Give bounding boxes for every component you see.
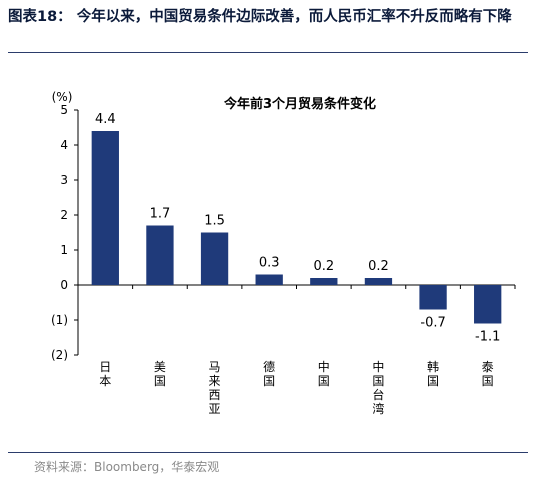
bar — [310, 278, 338, 285]
source-note: 资料来源：Bloomberg，华泰宏观 — [34, 460, 220, 474]
bar — [91, 131, 119, 285]
data-label: 4.4 — [95, 112, 116, 127]
y-tick-label: 1 — [60, 243, 68, 257]
bar — [474, 285, 502, 324]
data-label: 0.2 — [313, 259, 334, 274]
data-label: -0.7 — [420, 316, 445, 331]
bar — [200, 232, 229, 285]
x-tick-label: 韩国 — [427, 359, 439, 388]
title-divider — [8, 52, 528, 53]
y-tick-label: 3 — [60, 173, 68, 187]
bar — [255, 274, 283, 285]
y-tick-label: 0 — [60, 278, 68, 292]
bar-chart: 5 4 3 2 1 0 (1) (2) 4.4 日本 1.7 美国 1.5 马来西亚 0.3 德国 0.2 中国… — [51, 90, 516, 416]
x-tick-label: 日本 — [99, 360, 111, 388]
x-tick-label: 中国 — [318, 359, 330, 388]
y-tick-label: 2 — [60, 208, 68, 222]
y-tick-label: (2) — [51, 348, 68, 362]
data-label: -1.1 — [475, 330, 500, 345]
x-tick-label: 马来西亚 — [209, 360, 221, 416]
source-divider — [8, 452, 528, 453]
x-tick-label: 美国 — [154, 360, 166, 388]
chart-title: 今年前3个月贸易条件变化 — [223, 96, 376, 112]
data-label: 0.2 — [368, 259, 389, 274]
y-tick-label: (1) — [51, 313, 68, 327]
bar — [146, 225, 174, 285]
y-axis-unit-label: (%) — [52, 90, 73, 104]
y-tick-label: 4 — [60, 138, 68, 152]
x-tick-label: 泰国 — [482, 360, 494, 388]
x-tick-label: 中国台湾 — [372, 359, 384, 416]
y-tick-label: 5 — [60, 103, 68, 117]
data-label: 1.5 — [204, 214, 225, 229]
x-tick-label: 德国 — [263, 359, 275, 388]
bar — [419, 285, 447, 310]
bar — [364, 278, 393, 285]
data-label: 1.7 — [150, 207, 171, 222]
data-label: 0.3 — [259, 256, 280, 271]
figure-title: 图表18： 今年以来，中国贸易条件边际改善，而人民币汇率不升反而略有下降 — [8, 9, 512, 25]
